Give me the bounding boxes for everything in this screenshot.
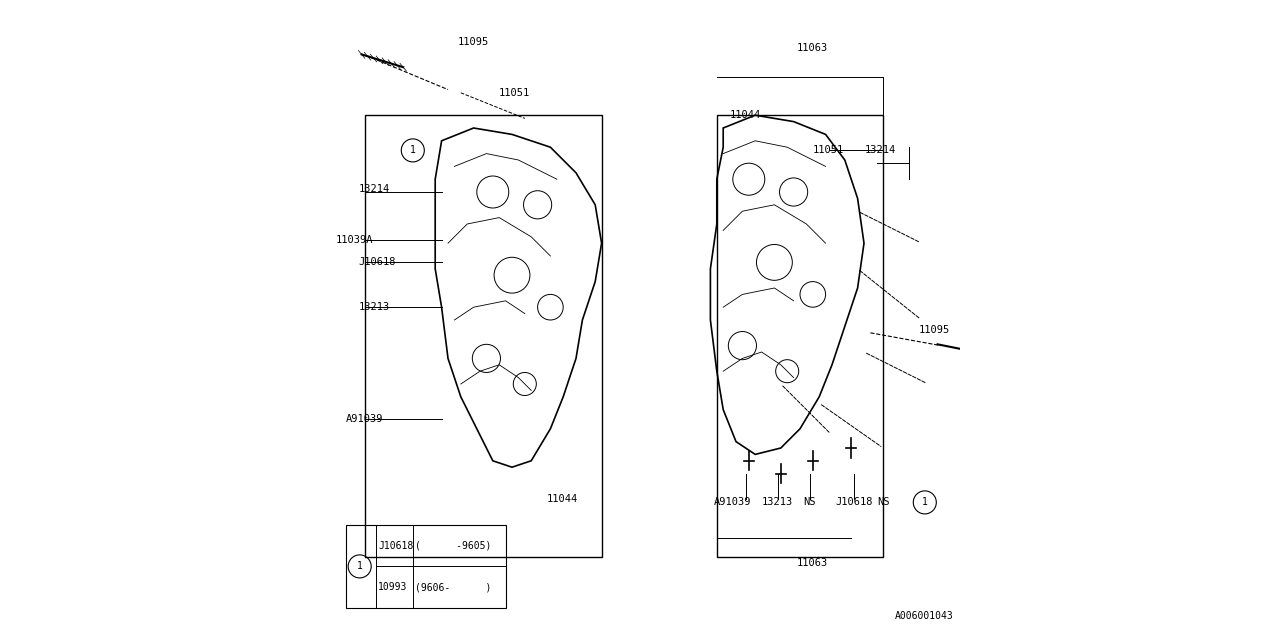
Text: A91039: A91039: [714, 497, 751, 508]
Text: J10618: J10618: [836, 497, 873, 508]
Text: J10618: J10618: [379, 541, 413, 550]
Text: 10993: 10993: [379, 582, 407, 592]
Text: NS: NS: [877, 497, 890, 508]
Text: NS: NS: [804, 497, 815, 508]
Text: 11044: 11044: [548, 494, 579, 504]
Text: 11039A: 11039A: [335, 235, 374, 245]
Text: 1: 1: [922, 497, 928, 508]
Text: 13214: 13214: [358, 184, 389, 194]
Text: A91039: A91039: [346, 414, 383, 424]
Text: 11063: 11063: [797, 558, 828, 568]
Text: 11095: 11095: [919, 324, 950, 335]
Text: (9606-      ): (9606- ): [415, 582, 492, 592]
Text: 13214: 13214: [864, 145, 896, 156]
Text: 1: 1: [357, 561, 362, 572]
Text: A006001043: A006001043: [895, 611, 954, 621]
Text: 11051: 11051: [499, 88, 530, 98]
Text: (      -9605): ( -9605): [415, 541, 492, 550]
Text: J10618: J10618: [358, 257, 396, 268]
Text: 11051: 11051: [813, 145, 845, 156]
Text: 11095: 11095: [458, 36, 489, 47]
Bar: [365, 115, 602, 557]
Text: 11044: 11044: [730, 110, 762, 120]
Bar: [717, 115, 883, 557]
Text: 13213: 13213: [358, 302, 389, 312]
Text: 13213: 13213: [762, 497, 794, 508]
Text: 11063: 11063: [797, 43, 828, 53]
Text: 1: 1: [410, 145, 416, 156]
Bar: [346, 525, 506, 608]
